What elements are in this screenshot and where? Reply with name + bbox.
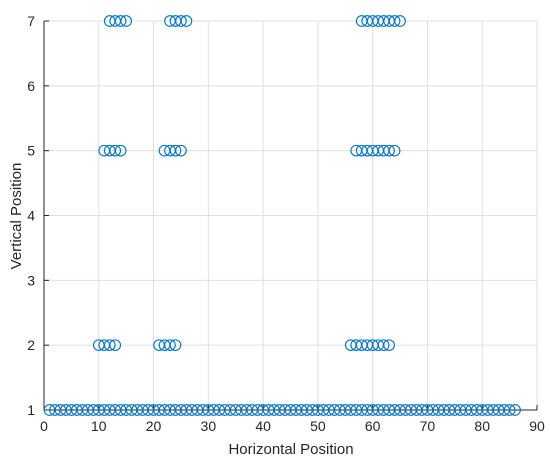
data-point	[388, 15, 401, 27]
data-point	[388, 144, 401, 157]
data-point	[383, 339, 395, 352]
data-point	[114, 15, 127, 27]
x-tick-label: 20	[146, 418, 162, 434]
data-point	[180, 15, 193, 27]
data-point	[120, 15, 133, 27]
x-tick-labels: 0 10 20 30 40 50 60 70 80 90	[40, 418, 545, 434]
data-point	[164, 339, 176, 352]
data-point	[175, 15, 187, 27]
y-tick-label: 4	[27, 208, 35, 224]
y-tick-label: 7	[27, 13, 35, 29]
x-tick-label: 50	[310, 418, 326, 434]
y-tick-label: 5	[27, 143, 35, 159]
x-tick-label: 0	[40, 418, 48, 434]
y-tick-labels: 1 2 3 4 5 6 7	[27, 13, 35, 418]
x-tick-label: 70	[420, 418, 436, 434]
x-tick-label: 90	[529, 418, 545, 434]
data-points	[43, 15, 521, 416]
y-axis-label: Vertical Position	[8, 163, 25, 270]
y-tick-label: 3	[27, 272, 35, 288]
x-tick-label: 40	[255, 418, 271, 434]
grid-lines	[43, 20, 538, 411]
data-point	[114, 144, 127, 157]
data-point	[377, 339, 390, 352]
x-tick-label: 60	[365, 418, 381, 434]
y-tick-label: 6	[27, 78, 35, 94]
data-point	[509, 404, 521, 416]
data-point	[169, 339, 182, 352]
data-point	[103, 339, 116, 352]
x-tick-label: 10	[91, 418, 107, 434]
x-axis-label: Horizontal Position	[228, 441, 353, 458]
data-point	[175, 144, 187, 157]
data-point	[109, 144, 122, 157]
data-point	[394, 15, 406, 27]
y-tick-label: 2	[27, 337, 35, 353]
data-point	[109, 339, 122, 352]
data-point	[169, 144, 182, 157]
data-point	[383, 144, 395, 157]
y-tick-label: 1	[27, 402, 35, 418]
x-tick-label: 30	[201, 418, 217, 434]
x-tick-label: 80	[474, 418, 490, 434]
data-point	[503, 404, 516, 416]
